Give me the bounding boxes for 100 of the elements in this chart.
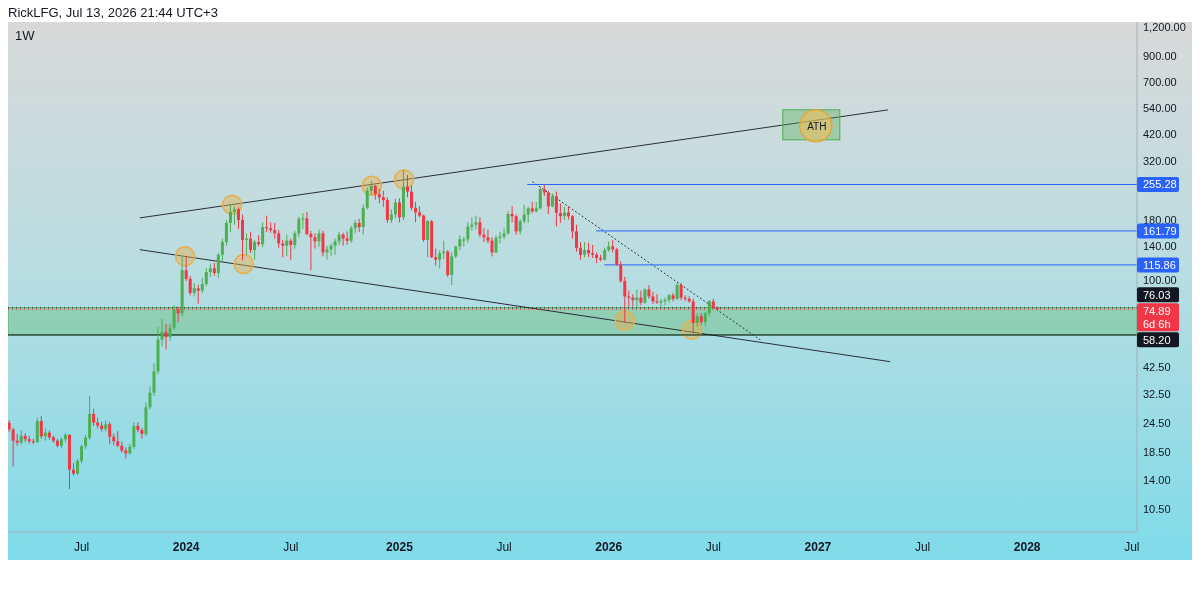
candlestick	[426, 219, 430, 258]
candlestick	[88, 395, 92, 441]
candlestick	[466, 221, 470, 244]
candlestick	[446, 249, 450, 278]
candlestick	[11, 427, 15, 467]
candlestick	[236, 206, 240, 230]
x-tick-label: 2028	[1013, 539, 1041, 554]
candlestick	[570, 214, 574, 240]
candlestick	[269, 221, 273, 234]
data-label: 161.79	[1143, 224, 1177, 237]
candlestick	[397, 197, 401, 223]
candlestick	[253, 239, 257, 261]
y-tick-label: 420.00	[1143, 127, 1177, 140]
candlestick	[438, 249, 442, 269]
candlestick	[35, 417, 39, 444]
candlestick	[261, 221, 265, 248]
y-tick-label: 180.00	[1143, 213, 1177, 226]
x-tick-label: Jul	[914, 539, 931, 554]
candlestick	[136, 421, 140, 433]
candlestick	[385, 196, 389, 224]
candlestick	[301, 212, 305, 230]
candlestick	[474, 215, 478, 231]
candlestick	[393, 198, 397, 219]
candlestick	[410, 184, 414, 211]
candlestick	[184, 255, 188, 282]
y-tick-label: 1,200.00	[1143, 20, 1186, 33]
point	[614, 310, 636, 331]
y-tick-label: 18.50	[1143, 445, 1171, 458]
x-tick-label: Jul	[496, 539, 512, 554]
candlestick	[522, 204, 526, 225]
candlestick	[224, 219, 228, 247]
x-tick-label: 2026	[595, 539, 623, 554]
candlestick	[554, 191, 558, 227]
candlestick	[317, 229, 321, 248]
candlestick	[655, 293, 659, 305]
candlestick	[478, 216, 482, 238]
candlestick	[241, 214, 245, 261]
y-tick-label: 700.00	[1143, 75, 1177, 88]
point	[233, 253, 254, 275]
y-tick-label: 540.00	[1143, 102, 1177, 115]
y-tick-label: 32.50	[1143, 388, 1171, 401]
candlestick	[506, 210, 510, 236]
candlestick	[619, 260, 623, 284]
data-label: 255.28	[1143, 178, 1177, 191]
ref-line-label: 58.20	[1143, 333, 1171, 346]
candlestick	[220, 238, 224, 262]
candlestick	[216, 252, 220, 279]
candlestick	[365, 186, 369, 210]
annotation: ATH	[807, 121, 827, 133]
y-tick-label: 900.00	[1143, 50, 1177, 63]
x-tick-label: Jul	[1124, 539, 1140, 554]
candlestick	[345, 230, 349, 246]
candlestick	[108, 421, 112, 445]
x-tick-label: 2025	[386, 539, 414, 554]
y-tick-label: 24.50	[1143, 416, 1171, 429]
y-tick-label: 42.50	[1143, 360, 1171, 373]
candlestick	[39, 415, 43, 440]
candlestick	[164, 323, 168, 350]
x-tick-label: 2024	[172, 539, 200, 554]
candlestick	[514, 214, 518, 236]
candlestick	[575, 224, 578, 253]
candlestick	[321, 230, 325, 257]
candlestick	[196, 284, 200, 305]
candlestick	[659, 298, 663, 307]
y-tick-label: 320.00	[1143, 155, 1177, 168]
y-tick-label: 140.00	[1143, 239, 1177, 252]
candlestick	[546, 190, 550, 215]
candlestick	[450, 251, 454, 286]
candlestick	[249, 231, 253, 254]
candlestick	[289, 238, 293, 261]
candlestick	[305, 211, 309, 236]
text: RickLFG, Jul 13, 2026 21:44 UTC+3	[8, 5, 218, 21]
y-tick-label: 14.00	[1143, 473, 1171, 486]
y-tick-label: 10.50	[1143, 503, 1171, 516]
y-tick-label: 100.00	[1143, 273, 1177, 286]
candlestick	[361, 203, 365, 236]
candlestick	[671, 292, 675, 302]
ref-line-label: 76.03	[1143, 288, 1171, 301]
ref-line-label: 74.89 6d 6h	[1143, 304, 1171, 330]
candlestick	[297, 216, 301, 238]
x-tick-label: Jul	[73, 539, 90, 554]
candlestick	[538, 186, 542, 210]
candlestick	[325, 245, 329, 261]
data-label: 115.86	[1143, 258, 1176, 271]
candlestick	[647, 284, 651, 300]
candlestick	[188, 275, 192, 296]
text: 1W	[15, 28, 35, 43]
x-tick-label: Jul	[705, 539, 722, 554]
candlestick	[558, 202, 562, 224]
candlestick	[80, 444, 84, 464]
candlestick	[337, 231, 341, 246]
candlestick	[228, 203, 232, 233]
candlestick	[285, 234, 289, 257]
candlestick	[639, 290, 643, 306]
x-tick-label: 2027	[804, 539, 832, 554]
candlestick	[405, 174, 409, 198]
candlestick	[341, 232, 345, 247]
candlestick	[132, 422, 136, 450]
candlestick	[623, 276, 627, 324]
x-tick-label: Jul	[283, 539, 299, 554]
